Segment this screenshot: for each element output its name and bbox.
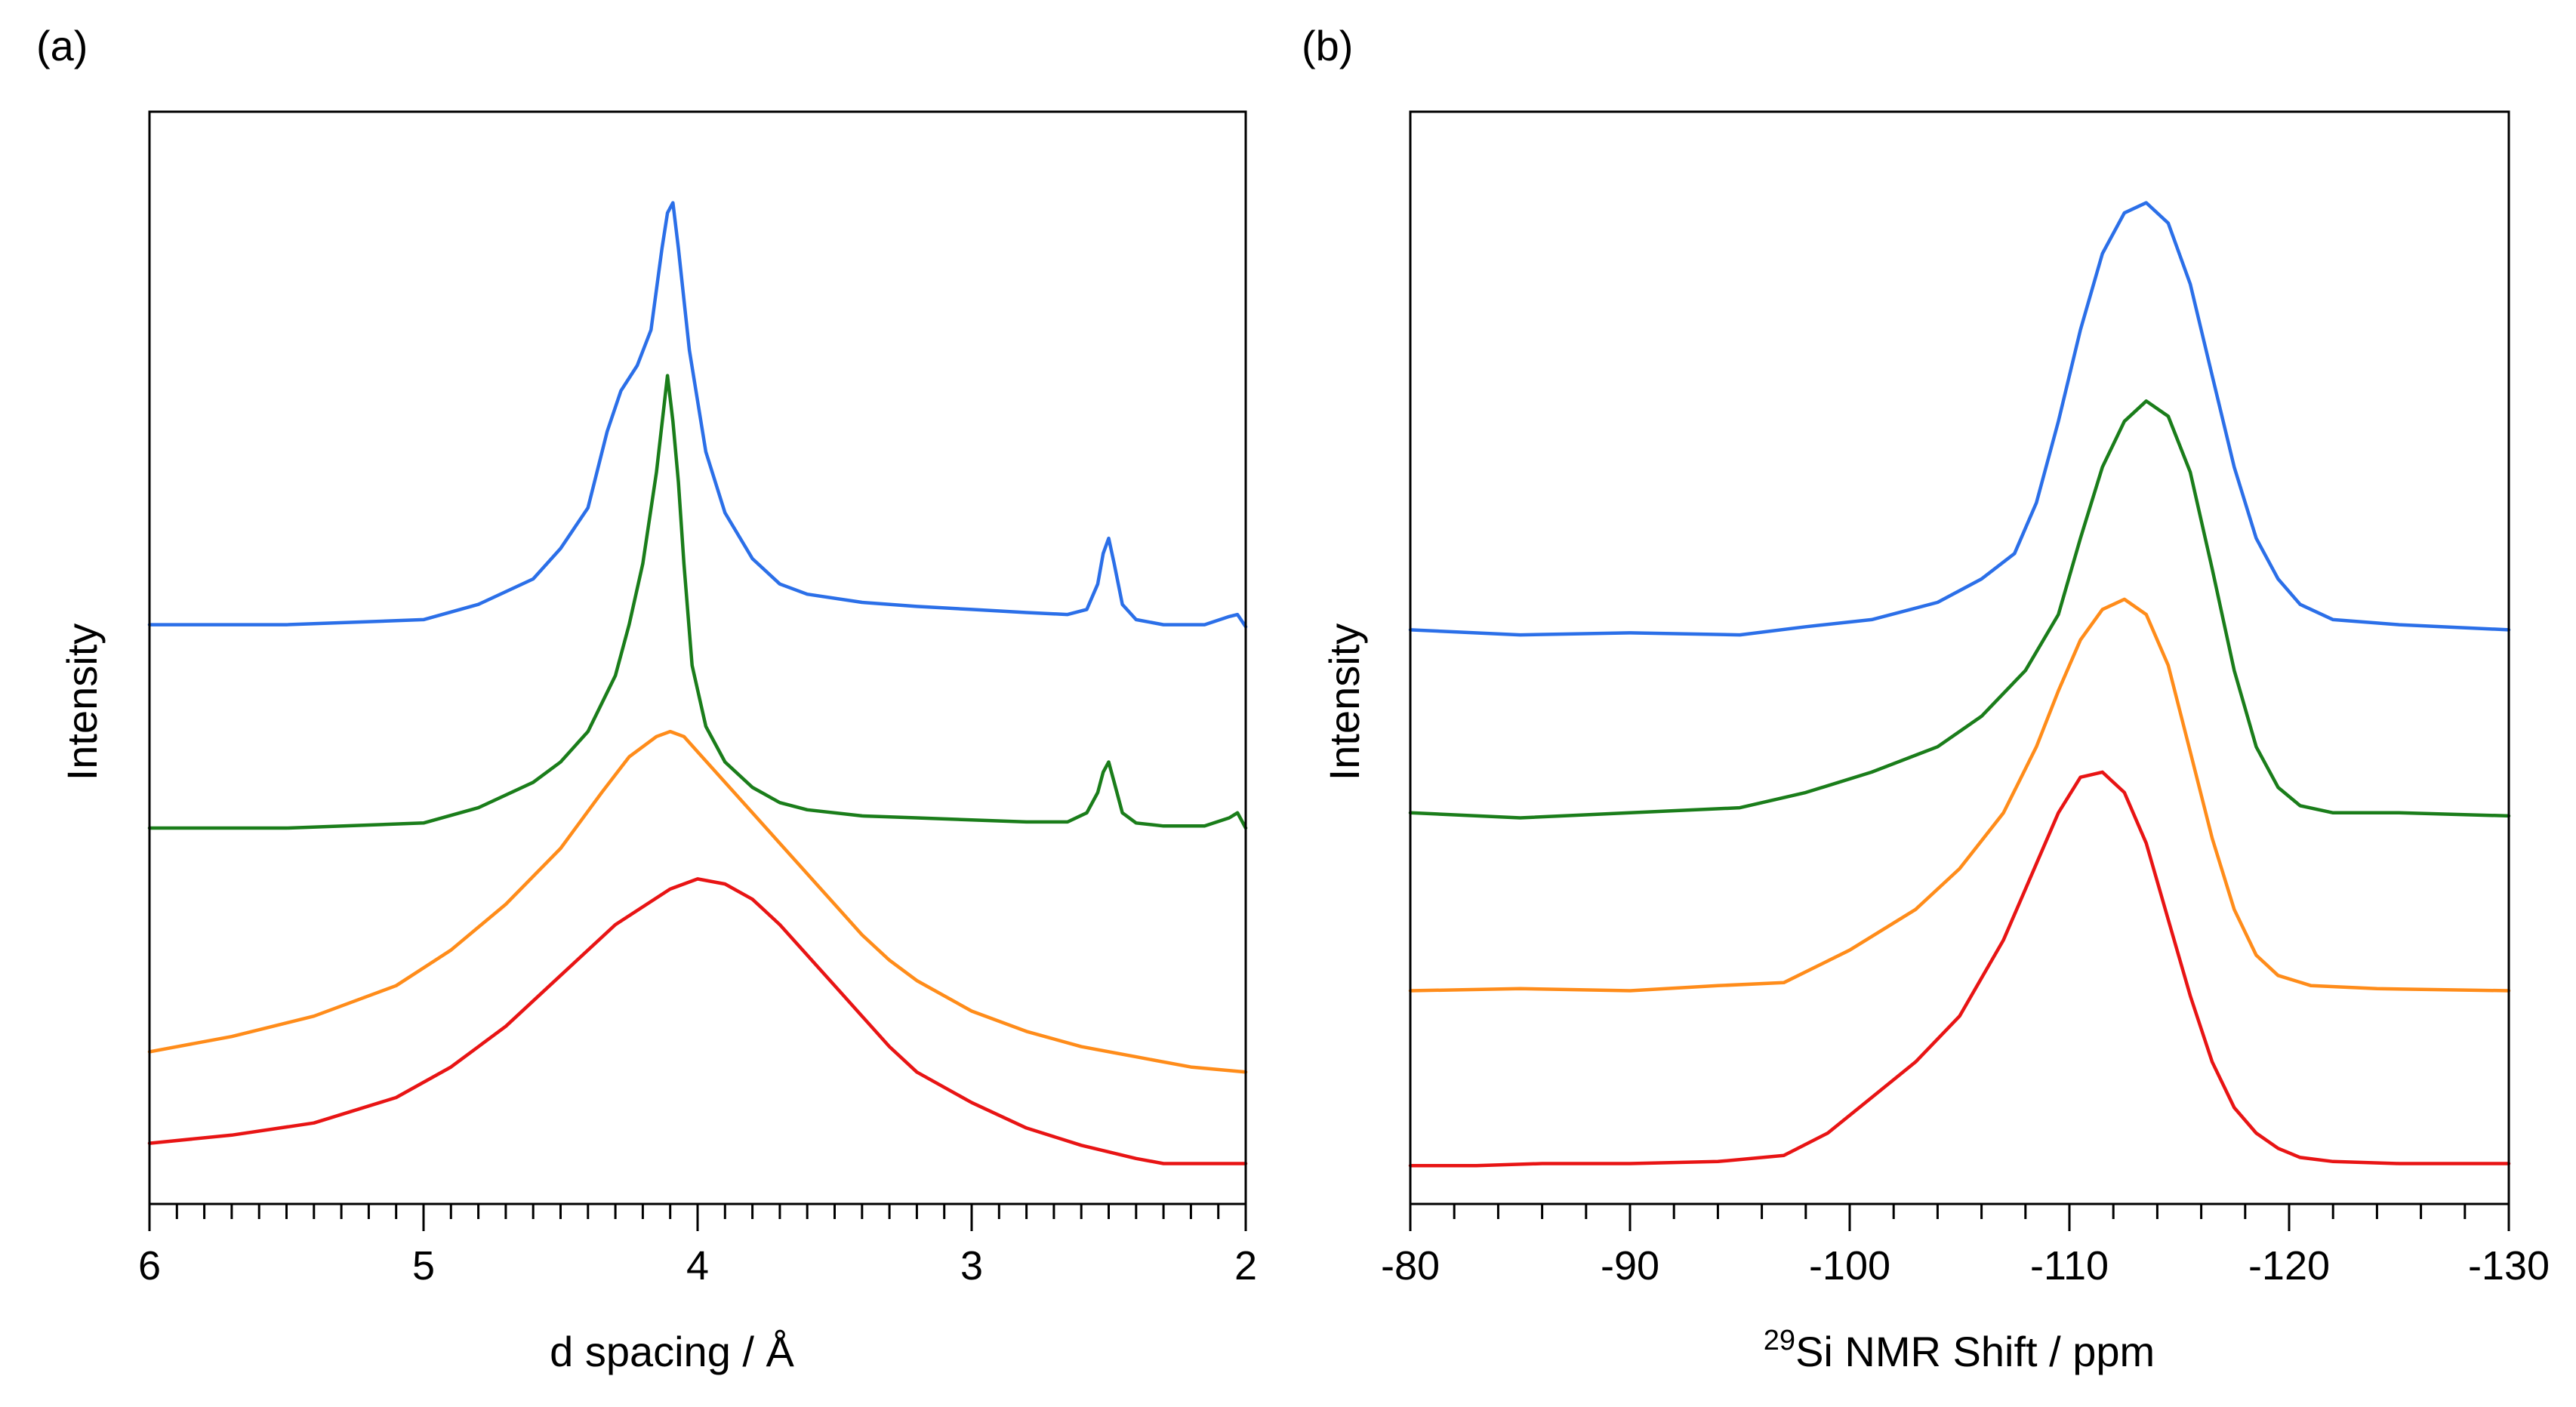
panel-a-x-tick-label: 4	[686, 1243, 709, 1288]
panel-b-frame	[1409, 110, 2510, 1205]
panel-b-x-tick-label: -120	[2248, 1243, 2330, 1288]
panel-b-x-ticks: -80 -90 -100 -110 -120 -130	[1381, 1204, 2550, 1288]
panel-a-label: (a)	[36, 22, 88, 69]
panel-b-label: (b)	[1302, 22, 1353, 69]
panel-a-x-axis-label: d spacing / Å	[550, 1328, 794, 1375]
panel-a-chart: (a) Intensity d spacing / Å 6 5 4 3 2	[36, 22, 1257, 1375]
panel-b-x-tick-label: -110	[2030, 1243, 2109, 1288]
panel-a-x-tick-label: 6	[138, 1243, 161, 1288]
panel-b-series-red	[1408, 770, 2511, 1168]
panel-a-x-tick-label: 2	[1234, 1243, 1257, 1288]
panel-b-chart: (b) Intensity 29Si NMR Shift / ppm -80 -9…	[1302, 22, 2550, 1375]
panel-b-x-tick-label: -130	[2468, 1243, 2550, 1288]
panel-a-frame	[148, 110, 1247, 1205]
panel-a-x-tick-label: 5	[412, 1243, 435, 1288]
panel-a-y-axis-label: Intensity	[58, 623, 106, 781]
panel-a-x-ticks: 6 5 4 3 2	[138, 1204, 1257, 1288]
panel-b-x-axis-label-text: Si NMR Shift / ppm	[1795, 1328, 2155, 1375]
panel-a-series-orange	[147, 729, 1248, 1074]
panel-b-x-axis-label-superscript: 29	[1764, 1325, 1795, 1356]
panel-b-x-axis-label: 29Si NMR Shift / ppm	[1764, 1325, 2155, 1375]
panel-b-series-group	[1408, 201, 2511, 1168]
panel-b-series-green	[1408, 399, 2511, 820]
panel-a-x-tick-label: 3	[960, 1243, 983, 1288]
panel-b-x-tick-label: -100	[1809, 1243, 1890, 1288]
panel-b-x-tick-label: -90	[1601, 1243, 1659, 1288]
panel-b-x-tick-label: -80	[1381, 1243, 1440, 1288]
panel-a-series-blue	[147, 201, 1248, 629]
panel-b-series-blue	[1408, 201, 2511, 637]
panel-a-series-group	[147, 201, 1248, 1165]
panel-b-y-axis-label: Intensity	[1320, 623, 1368, 781]
panel-a-series-green	[147, 374, 1248, 830]
panel-b-series-orange	[1408, 597, 2511, 993]
panel-a-series-red	[147, 877, 1248, 1165]
